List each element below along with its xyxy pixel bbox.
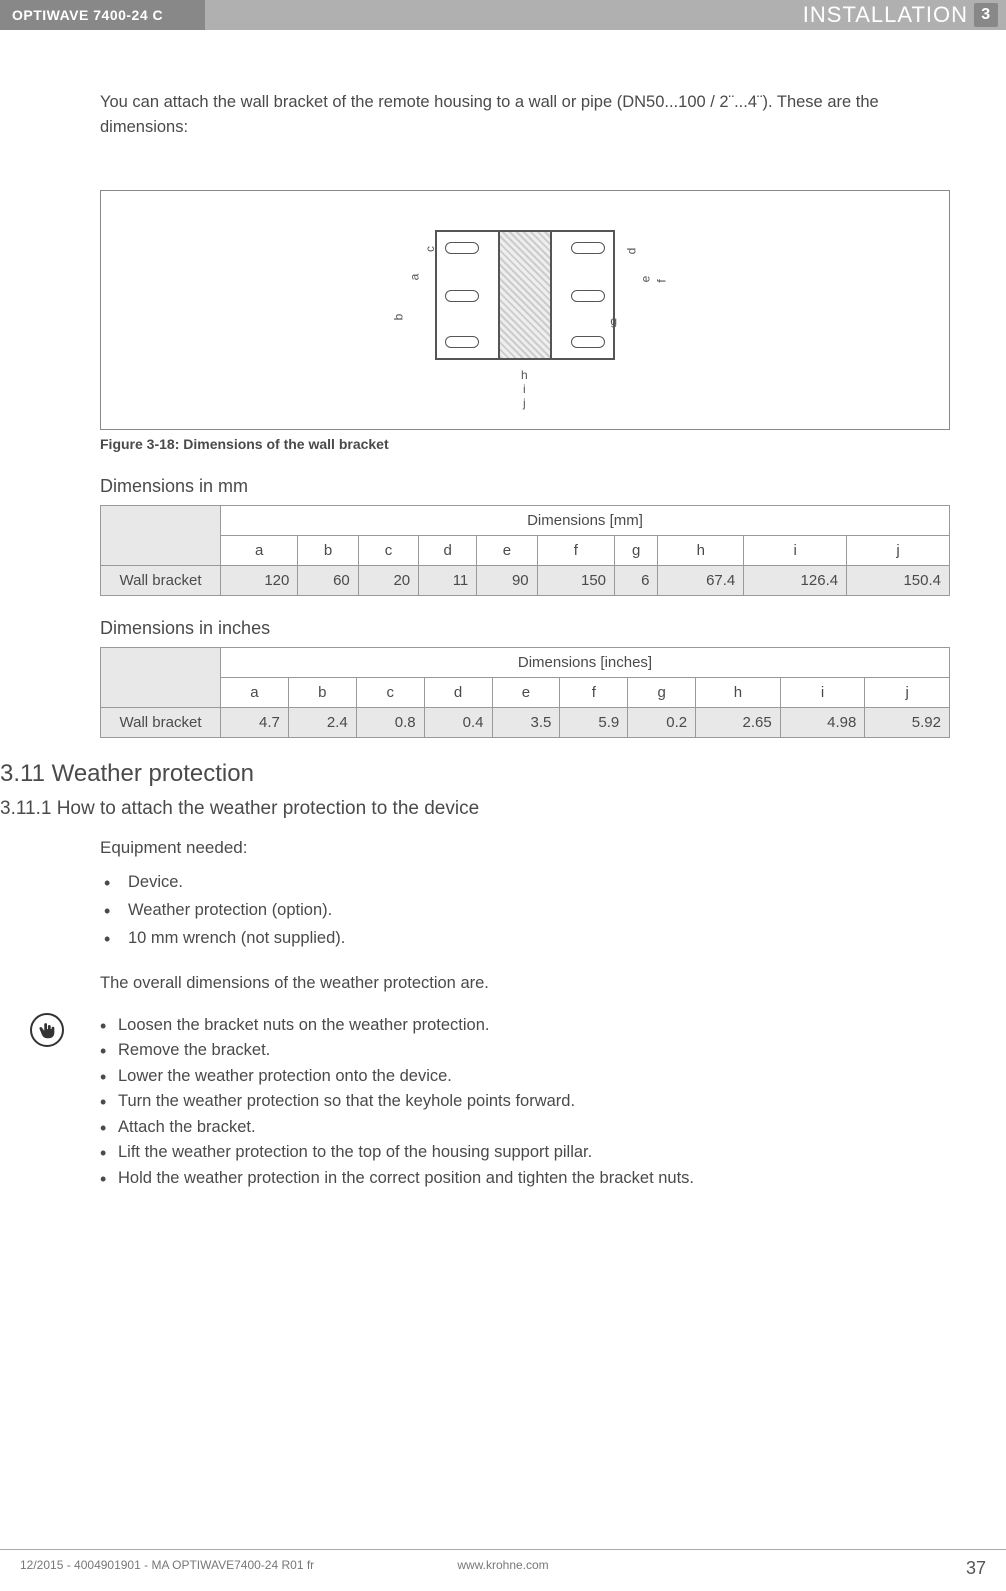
- col-header: g: [615, 535, 658, 565]
- table-group-header: Dimensions [mm]: [221, 505, 950, 535]
- list-item: Hold the weather protection in the corre…: [100, 1166, 950, 1192]
- dimensions-mm-heading: Dimensions in mm: [100, 476, 950, 497]
- table-col-headers: a b c d e f g h i j: [101, 535, 950, 565]
- page-content: You can attach the wall bracket of the r…: [0, 30, 1006, 1192]
- dim-g: g: [610, 314, 617, 328]
- footer-url: www.krohne.com: [457, 1558, 548, 1572]
- cell: 150: [537, 565, 614, 595]
- dim-h: h: [521, 368, 528, 382]
- col-header: e: [477, 535, 537, 565]
- list-item: Attach the bracket.: [100, 1115, 950, 1141]
- table-row: Wall bracket 4.7 2.4 0.8 0.4 3.5 5.9 0.2…: [101, 707, 950, 737]
- col-header: d: [419, 535, 477, 565]
- equipment-heading: Equipment needed:: [100, 838, 950, 858]
- col-header: h: [658, 535, 744, 565]
- list-item: Loosen the bracket nuts on the weather p…: [100, 1013, 950, 1039]
- cell: 11: [419, 565, 477, 595]
- cell: 0.2: [628, 707, 696, 737]
- col-header: a: [221, 535, 298, 565]
- list-item: Weather protection (option).: [100, 896, 950, 924]
- list-item: Device.: [100, 868, 950, 896]
- col-header: a: [221, 677, 289, 707]
- page-number: 37: [966, 1558, 986, 1579]
- table-row: Wall bracket 120 60 20 11 90 150 6 67.4 …: [101, 565, 950, 595]
- col-header: d: [424, 677, 492, 707]
- section-title: INSTALLATION: [803, 2, 968, 28]
- cell: 20: [358, 565, 418, 595]
- col-header: g: [628, 677, 696, 707]
- figure-box: a b c d e f g h i j: [100, 190, 950, 430]
- col-header: f: [560, 677, 628, 707]
- cell: 60: [298, 565, 358, 595]
- col-header: c: [358, 535, 418, 565]
- steps-list: Loosen the bracket nuts on the weather p…: [100, 1013, 950, 1192]
- cell: 150.4: [847, 565, 950, 595]
- section-3-11-1-heading: 3.11.1 How to attach the weather protect…: [0, 798, 950, 820]
- cell: 0.4: [424, 707, 492, 737]
- intro-text: You can attach the wall bracket of the r…: [100, 90, 950, 140]
- col-header: h: [696, 677, 781, 707]
- cell: 5.92: [865, 707, 950, 737]
- list-item: Turn the weather protection so that the …: [100, 1089, 950, 1115]
- product-name: OPTIWAVE 7400-24 C: [0, 0, 205, 30]
- list-item: Lower the weather protection onto the de…: [100, 1064, 950, 1090]
- cell: 126.4: [744, 565, 847, 595]
- table-col-headers: a b c d e f g h i j: [101, 677, 950, 707]
- row-label: Wall bracket: [101, 707, 221, 737]
- dimensions-in-heading: Dimensions in inches: [100, 618, 950, 639]
- col-header: b: [298, 535, 358, 565]
- dim-d: d: [625, 247, 639, 254]
- dimensions-mm-table: Dimensions [mm] a b c d e f g h i j Wall…: [100, 505, 950, 596]
- page-footer: 12/2015 - 4004901901 - MA OPTIWAVE7400-2…: [0, 1549, 1006, 1579]
- dim-f: f: [654, 279, 668, 282]
- cell: 5.9: [560, 707, 628, 737]
- page-header: OPTIWAVE 7400-24 C INSTALLATION 3: [0, 0, 1006, 30]
- cell: 2.4: [288, 707, 356, 737]
- col-header: b: [288, 677, 356, 707]
- dim-e: e: [639, 275, 653, 282]
- cell: 90: [477, 565, 537, 595]
- dim-i: i: [523, 382, 526, 396]
- col-header: f: [537, 535, 614, 565]
- equipment-list: Device. Weather protection (option). 10 …: [100, 868, 950, 952]
- footer-left: 12/2015 - 4004901901 - MA OPTIWAVE7400-2…: [20, 1558, 314, 1579]
- col-header: j: [847, 535, 950, 565]
- cell: 6: [615, 565, 658, 595]
- cell: 0.8: [356, 707, 424, 737]
- cell: 67.4: [658, 565, 744, 595]
- dim-c: c: [423, 246, 437, 252]
- list-item: Remove the bracket.: [100, 1038, 950, 1064]
- section-3-11-heading: 3.11 Weather protection: [0, 760, 950, 788]
- overall-dimensions-text: The overall dimensions of the weather pr…: [100, 974, 950, 993]
- list-item: Lift the weather protection to the top o…: [100, 1140, 950, 1166]
- cell: 4.98: [780, 707, 865, 737]
- cell: 3.5: [492, 707, 560, 737]
- figure-caption: Figure 3-18: Dimensions of the wall brac…: [100, 436, 950, 452]
- dim-a: a: [407, 273, 421, 280]
- hand-icon: [30, 1013, 64, 1047]
- section-header: INSTALLATION 3: [205, 0, 1006, 30]
- row-label: Wall bracket: [101, 565, 221, 595]
- table-group-header: Dimensions [inches]: [221, 647, 950, 677]
- bracket-diagram: a b c d e f g h i j: [375, 210, 675, 410]
- cell: 4.7: [221, 707, 289, 737]
- steps-block: Loosen the bracket nuts on the weather p…: [100, 1013, 950, 1192]
- col-header: c: [356, 677, 424, 707]
- col-header: e: [492, 677, 560, 707]
- col-header: i: [744, 535, 847, 565]
- cell: 2.65: [696, 707, 781, 737]
- list-item: 10 mm wrench (not supplied).: [100, 924, 950, 952]
- dim-j: j: [523, 396, 526, 410]
- col-header: i: [780, 677, 865, 707]
- dimensions-in-table: Dimensions [inches] a b c d e f g h i j …: [100, 647, 950, 738]
- section-number-badge: 3: [974, 3, 998, 27]
- col-header: j: [865, 677, 950, 707]
- dim-b: b: [391, 313, 405, 320]
- cell: 120: [221, 565, 298, 595]
